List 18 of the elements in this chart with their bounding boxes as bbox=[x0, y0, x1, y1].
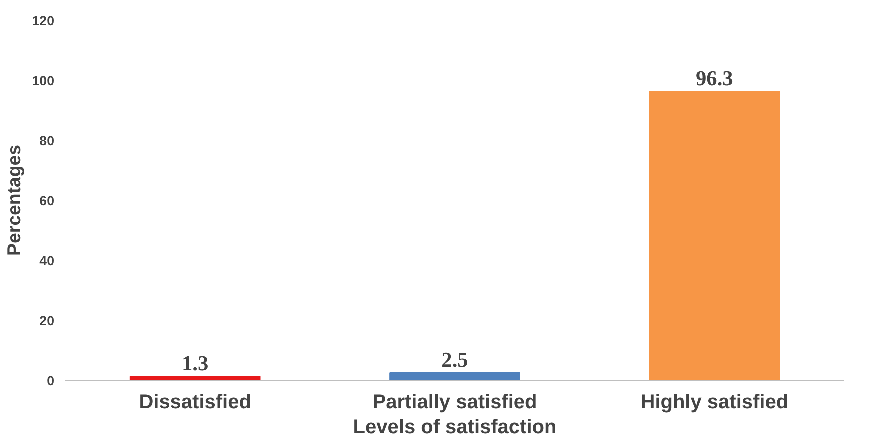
data-label: 96.3 bbox=[696, 66, 734, 91]
y-tick-label: 60 bbox=[40, 194, 55, 208]
data-label: 2.5 bbox=[442, 348, 468, 372]
y-tick-label: 0 bbox=[47, 374, 55, 388]
y-tick-label: 20 bbox=[40, 314, 55, 328]
bar bbox=[130, 376, 261, 380]
y-axis-title: Percentages bbox=[3, 145, 24, 256]
data-label: 1.3 bbox=[182, 352, 209, 376]
bar bbox=[390, 372, 520, 380]
x-tick-label: Dissatisfied bbox=[139, 392, 252, 414]
x-tick-label: Highly satisfied bbox=[640, 392, 789, 414]
y-tick-label: 40 bbox=[40, 254, 55, 268]
x-axis-title: Levels of satisfaction bbox=[353, 416, 557, 438]
y-tick-label: 100 bbox=[32, 74, 55, 88]
bar bbox=[649, 91, 780, 380]
x-tick-label: Partially satisfied bbox=[372, 392, 538, 414]
y-tick-label: 80 bbox=[40, 134, 55, 148]
y-tick-label: 120 bbox=[32, 14, 55, 28]
